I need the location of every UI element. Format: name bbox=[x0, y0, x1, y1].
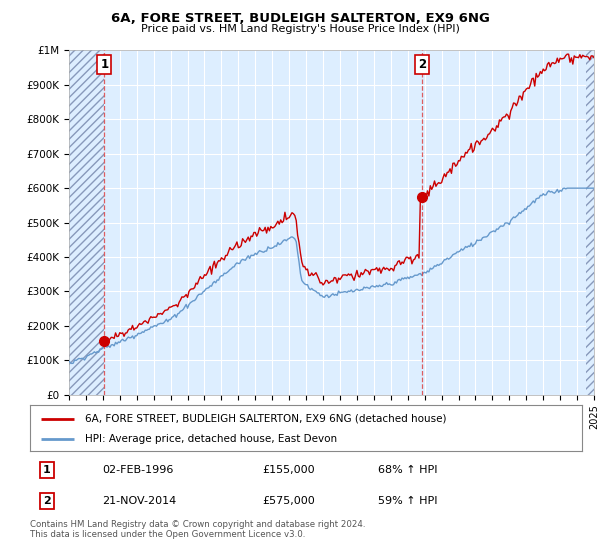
Text: 59% ↑ HPI: 59% ↑ HPI bbox=[378, 496, 437, 506]
Text: £575,000: £575,000 bbox=[262, 496, 314, 506]
Text: 6A, FORE STREET, BUDLEIGH SALTERTON, EX9 6NG (detached house): 6A, FORE STREET, BUDLEIGH SALTERTON, EX9… bbox=[85, 414, 446, 424]
Text: HPI: Average price, detached house, East Devon: HPI: Average price, detached house, East… bbox=[85, 435, 337, 444]
Text: 1: 1 bbox=[100, 58, 109, 71]
Bar bbox=[586, 50, 600, 395]
Text: 68% ↑ HPI: 68% ↑ HPI bbox=[378, 465, 437, 475]
Text: 6A, FORE STREET, BUDLEIGH SALTERTON, EX9 6NG: 6A, FORE STREET, BUDLEIGH SALTERTON, EX9… bbox=[110, 12, 490, 25]
Bar bbox=[69, 50, 104, 395]
Text: £155,000: £155,000 bbox=[262, 465, 314, 475]
Text: 2: 2 bbox=[418, 58, 426, 71]
Text: Contains HM Land Registry data © Crown copyright and database right 2024.
This d: Contains HM Land Registry data © Crown c… bbox=[30, 520, 365, 539]
Text: Price paid vs. HM Land Registry's House Price Index (HPI): Price paid vs. HM Land Registry's House … bbox=[140, 24, 460, 34]
Text: 2: 2 bbox=[43, 496, 50, 506]
Text: 21-NOV-2014: 21-NOV-2014 bbox=[102, 496, 176, 506]
Text: 1: 1 bbox=[43, 465, 50, 475]
Text: 02-FEB-1996: 02-FEB-1996 bbox=[102, 465, 173, 475]
